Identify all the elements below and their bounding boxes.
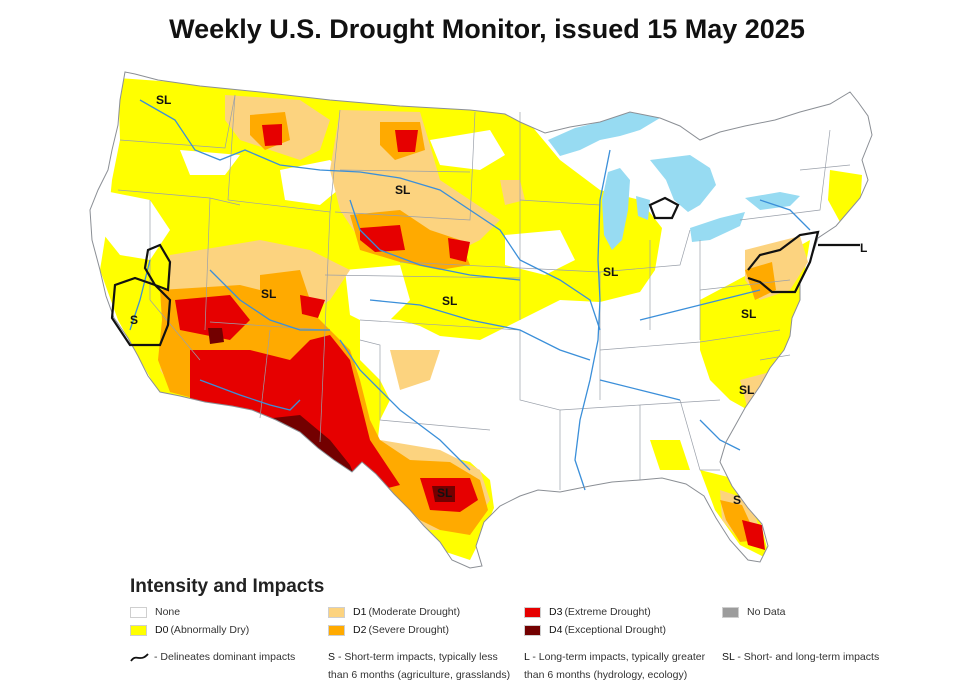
label-northern-plains: SL [395,183,410,197]
label-texas: SL [437,486,452,500]
legend-impact-l-text: - Long-term impacts, typically greater [532,651,706,663]
drought-map: SL SL S SL SL SL SL SL SL S L [89,71,873,569]
rivers [129,99,811,491]
legend-impact-s-text: - Short-term impacts, typically less [337,651,498,663]
legend-no-data-text: No Data [747,606,786,618]
legend-impact-sl-text: - Short- and long-term impacts [737,651,880,663]
legend-d2-code: D2 [353,624,367,636]
legend-d4: D4 (Exceptional Drought) [524,624,666,636]
legend-d1: D1 (Moderate Drought) [328,606,460,618]
legend-no-data: No Data [722,606,786,618]
none-pockets [100,130,575,330]
legend-d3: D3 (Extreme Drought) [524,606,651,618]
legend-impact-l-code: L [524,651,530,663]
legend-d1-code: D1 [353,606,367,618]
label-pnw: SL [156,93,171,107]
legend-d2-text: (Severe Drought) [368,624,449,636]
legend-d4-text: (Exceptional Drought) [564,624,666,636]
great-lakes [548,112,800,250]
label-midwest: SL [603,265,618,279]
swatch-d4 [524,624,541,636]
label-california: S [130,313,138,327]
legend-d2: D2 (Severe Drought) [328,624,449,636]
legend-impact-s: S - Short-term impacts, typically less t… [328,648,510,684]
label-four-corners: SL [261,287,276,301]
legend-impact-s-text2: than 6 months (agriculture, grasslands) [328,669,511,681]
impact-labels: SL SL S SL SL SL SL SL SL S L [130,93,867,507]
impact-lines [110,196,860,347]
legend-d1-text: (Moderate Drought) [368,606,461,618]
legend-impact-sl: SL - Short- and long-term impacts [722,648,879,666]
legend-none-text: None [155,606,181,618]
label-virginia: SL [741,307,756,321]
swatch-d3 [524,606,541,618]
legend-d0-code: D0 [155,624,169,636]
state-boundaries [117,94,851,490]
legend-impact-line: - Delineates dominant impacts [130,648,295,666]
legend-impact-l: L - Long-term impacts, typically greater… [524,648,705,684]
swatch-d0 [130,624,147,636]
label-central-plains: SL [442,294,457,308]
legend-impact-sl-code: SL [722,651,735,663]
legend-d3-text: (Extreme Drought) [564,606,651,618]
legend-d0-text: (Abnormally Dry) [170,624,250,636]
legend-none: None [130,606,180,618]
legend-d3-code: D3 [549,606,563,618]
impact-line-icon [130,653,149,662]
swatch-d1 [328,606,345,618]
legend-title: Intensity and Impacts [130,576,325,597]
label-northeast: L [860,241,867,255]
label-florida: S [733,493,741,507]
legend-d0: D0 (Abnormally Dry) [130,624,249,636]
swatch-no-data [722,606,739,618]
swatch-d2 [328,624,345,636]
legend-impact-l-text2: than 6 months (hydrology, ecology) [524,669,688,681]
legend-d4-code: D4 [549,624,563,636]
map-title: Weekly U.S. Drought Monitor, issued 15 M… [169,14,805,44]
label-carolinas: SL [739,383,754,397]
swatch-none [130,606,147,618]
legend-impact-s-code: S [328,651,336,663]
legend-impact-line-text: - Delineates dominant impacts [154,651,296,663]
